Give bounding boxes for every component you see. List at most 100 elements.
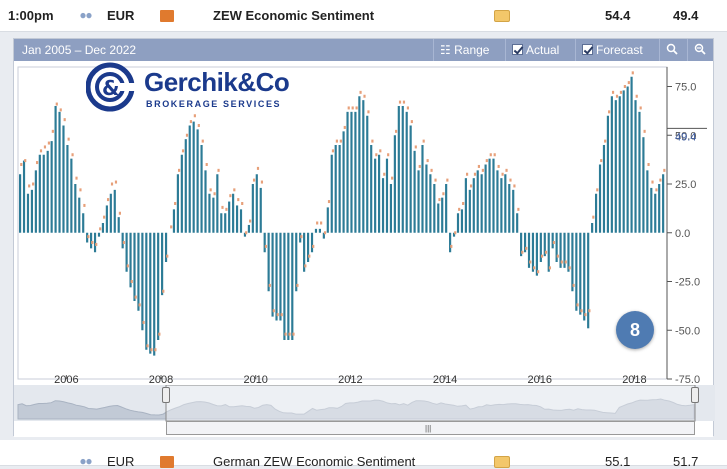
bar [19, 174, 22, 233]
sound-icon[interactable]: ⦁⦁ [80, 454, 93, 468]
bar [571, 232, 574, 292]
forecast-marker [221, 205, 224, 209]
forecast-marker [71, 153, 74, 157]
bar [417, 170, 420, 233]
navigator-scrollbar[interactable]: ||| [166, 421, 695, 435]
flag-icon [160, 456, 174, 468]
forecast-marker [540, 254, 544, 258]
y-tick-label: -50.0 [675, 325, 700, 337]
bar [200, 145, 203, 233]
calendar-row-german-zew[interactable]: ⦁⦁ EUR German ZEW Economic Sentiment 55.… [0, 440, 727, 469]
sound-icon[interactable]: ⦁⦁ [80, 8, 93, 22]
forecast-marker [217, 168, 220, 172]
bar [34, 170, 37, 233]
bar [385, 158, 389, 233]
date-range-label: Jan 2005 – Dec 2022 [22, 43, 137, 57]
bar [587, 232, 590, 329]
forecast-marker [537, 270, 540, 274]
forecast-marker [162, 289, 165, 293]
bar [618, 96, 621, 233]
forecast-marker [158, 332, 161, 336]
forecast-marker [663, 168, 666, 172]
bar [512, 189, 515, 233]
forecast-checkbox[interactable] [582, 44, 593, 55]
bar [299, 232, 302, 243]
forecast-marker [264, 244, 267, 248]
navigator-selection [165, 384, 696, 422]
bar [429, 174, 432, 233]
forecast-marker [580, 309, 583, 313]
bar [291, 232, 294, 340]
range-navigator[interactable]: ||| [14, 384, 715, 437]
bar [113, 189, 116, 233]
bar [598, 164, 602, 233]
row-previous: 49.4 [673, 8, 699, 23]
navigator-area [17, 398, 695, 420]
forecast-marker [383, 172, 386, 176]
folder-icon[interactable] [494, 10, 510, 22]
bar [149, 232, 152, 354]
forecast-marker [635, 94, 638, 98]
forecast-marker [63, 118, 66, 122]
forecast-marker [509, 178, 512, 182]
x-tick-label: 2006 [54, 374, 78, 385]
forecast-marker [197, 124, 200, 127]
calendar-row-zew[interactable]: 1:00pm ⦁⦁ EUR ZEW Economic Sentiment 54.… [0, 0, 727, 32]
forecast-marker [375, 153, 378, 157]
bar [421, 145, 424, 233]
forecast-marker [608, 110, 611, 114]
bar [381, 178, 385, 233]
forecast-marker [276, 313, 279, 317]
forecast-toggle[interactable]: Forecast [575, 39, 649, 61]
bar [500, 178, 503, 233]
forecast-marker [525, 246, 528, 250]
bar [346, 111, 349, 233]
forecast-marker [103, 215, 106, 219]
bar [468, 189, 471, 233]
row-actual: 55.1 [605, 454, 631, 469]
row-event[interactable]: ZEW Economic Sentiment [213, 8, 375, 23]
bar [267, 232, 270, 292]
forecast-marker [327, 200, 331, 204]
actual-toggle[interactable]: Actual [505, 39, 565, 61]
forecast-marker [513, 184, 516, 188]
forecast-marker [292, 332, 295, 336]
bar [591, 223, 594, 233]
forecast-marker [43, 145, 47, 149]
bar [86, 232, 89, 243]
bar [350, 111, 353, 233]
bar [322, 232, 325, 239]
y-tick-label: 0.0 [675, 228, 690, 240]
x-tick-label: 2012 [338, 374, 362, 385]
forecast-marker [209, 188, 212, 192]
bar [26, 193, 30, 233]
forecast-marker [615, 94, 619, 98]
folder-icon[interactable] [494, 456, 510, 468]
chart-plot[interactable]: 75.0 50.0 25.0 0.0 -25.0 -50.0 -75.0 49.4 2006 20… [14, 61, 715, 385]
y-tick-label: -75.0 [675, 374, 700, 385]
forecast-marker [576, 303, 579, 307]
forecast-marker [446, 178, 449, 182]
forecast-marker [146, 344, 149, 348]
y-tick-label: 25.0 [675, 179, 696, 191]
search-button[interactable] [659, 39, 687, 61]
navigator-left-handle[interactable] [162, 387, 170, 403]
navigator-right-handle[interactable] [691, 387, 699, 403]
notification-badge[interactable]: 8 [616, 311, 654, 349]
bar [520, 232, 523, 257]
zoom-out-button[interactable] [687, 39, 715, 61]
bar [449, 232, 452, 253]
forecast-marker [501, 172, 504, 176]
forecast-marker [469, 184, 473, 188]
bar [216, 174, 219, 233]
actual-checkbox[interactable] [512, 44, 523, 55]
forecast-marker [79, 188, 82, 192]
bar [283, 232, 286, 340]
range-button[interactable]: ☷ Range [433, 39, 495, 61]
bar [232, 193, 235, 233]
bar [555, 232, 558, 262]
row-currency: EUR [107, 8, 135, 23]
bar [366, 115, 369, 233]
row-event[interactable]: German ZEW Economic Sentiment [213, 454, 416, 469]
bar [46, 150, 49, 233]
